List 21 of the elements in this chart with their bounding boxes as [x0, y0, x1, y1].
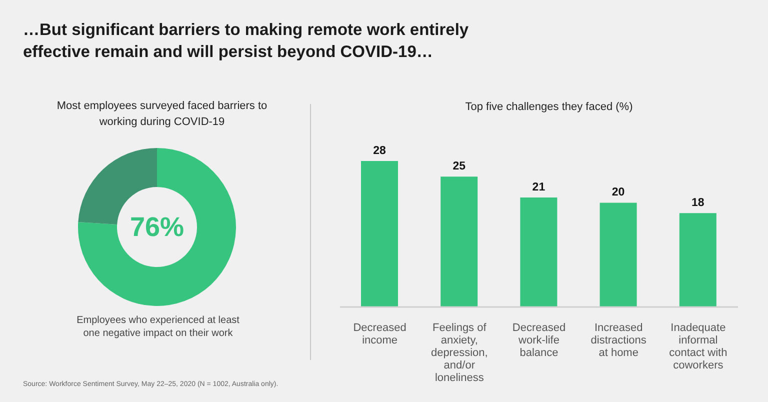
data-label: 25: [452, 160, 466, 173]
donut-slice: [78, 148, 236, 306]
bar: [440, 176, 478, 307]
data-label: 18: [692, 197, 705, 210]
data-label: 21: [532, 182, 546, 194]
slice-label: Employees who experienced at least one negative impact on their work: [76, 315, 240, 339]
chart-subtitle: Most employees surveyed faced barriers to working during COVID-19: [56, 100, 268, 128]
x-tick-label: Decreased income: [353, 322, 406, 346]
x-tick-label: Increased distractions at home: [590, 322, 647, 359]
chart-title: Top five challenges they faced (%): [465, 101, 633, 113]
x-tick-label: Inadequate informal contact with coworkers: [669, 322, 728, 372]
bar: [600, 202, 637, 307]
bar: [361, 161, 398, 307]
bar: [520, 198, 558, 307]
bar: [679, 213, 716, 307]
x-tick-label: Decreased work-life balance: [512, 322, 566, 359]
chart-title: …But significant barriers to making remote work entirely effective remain and will persist beyond COVID-19…: [23, 21, 469, 61]
data-label: 76%: [130, 212, 184, 242]
x-tick-label: Feelings of anxiety, depression, and/or loneliness: [430, 322, 488, 384]
data-label: 20: [612, 186, 625, 199]
data-label: 28: [373, 145, 386, 157]
